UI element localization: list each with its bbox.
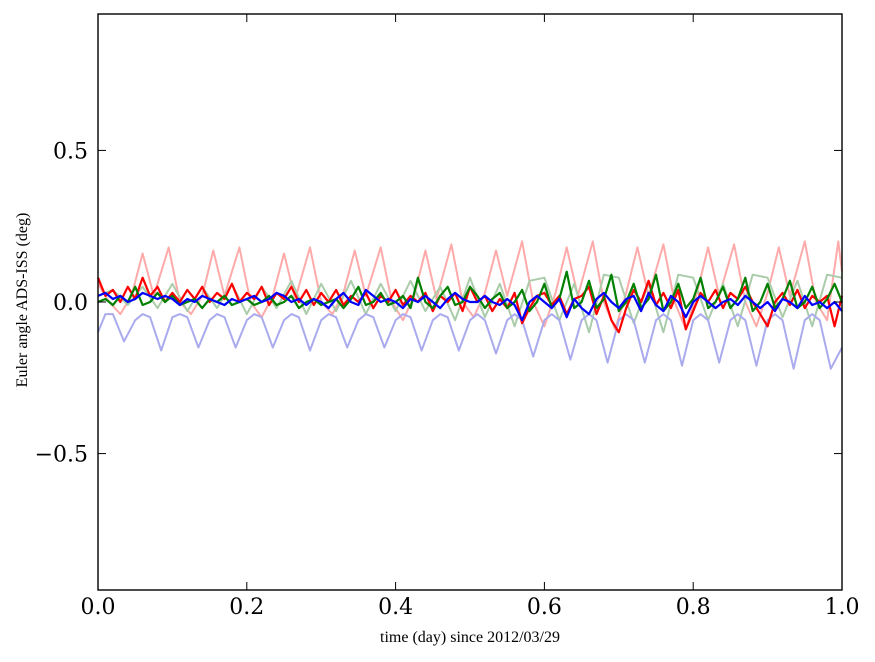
y-tick-label: 0.0 bbox=[53, 291, 88, 316]
axis-ticks: 0.0 0.2 0.4 0.6 0.8 1.0 0.5 0.0 −0.5 bbox=[35, 14, 860, 620]
y-tick-label: −0.5 bbox=[35, 443, 88, 468]
x-axis-label: time (day) since 2012/03/29 bbox=[380, 629, 560, 646]
x-tick-label: 0.6 bbox=[527, 595, 562, 620]
x-tick-label: 0.4 bbox=[378, 595, 413, 620]
x-tick-label: 0.2 bbox=[229, 595, 264, 620]
x-tick-label: 0.8 bbox=[676, 595, 711, 620]
x-tick-label: 0.0 bbox=[81, 595, 116, 620]
x-tick-label: 1.0 bbox=[825, 595, 860, 620]
series-line-3 bbox=[97, 313, 843, 370]
y-axis-label: Euler angle ADS-ISS (deg) bbox=[14, 213, 31, 388]
plot-lines bbox=[96, 240, 844, 370]
y-tick-label: 0.5 bbox=[53, 139, 88, 164]
series-line-5 bbox=[97, 270, 844, 313]
series-line-6 bbox=[97, 288, 843, 322]
